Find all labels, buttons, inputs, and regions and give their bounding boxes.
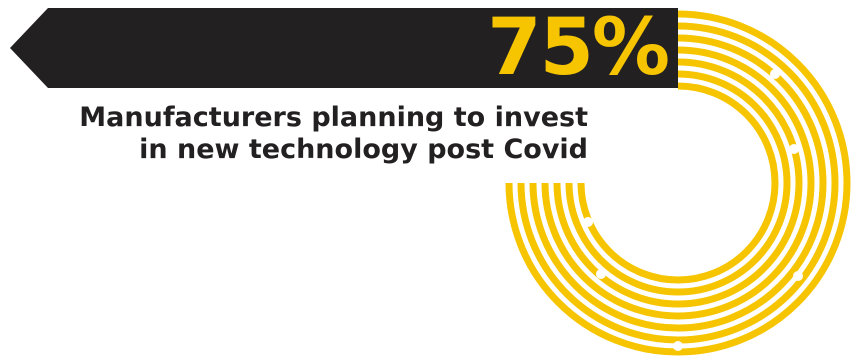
ring-dot (583, 217, 593, 227)
arc-ring-1 (505, 10, 851, 356)
stat-value: 75% (487, 3, 670, 93)
arc-ring-5 (553, 58, 803, 308)
banner-shape (10, 8, 678, 88)
ring-dot (793, 271, 803, 281)
ring-dot (596, 269, 606, 279)
stat-description: Manufacturers planning to invest in new … (0, 102, 588, 166)
ring-dots (583, 69, 803, 351)
ring-dot (770, 69, 780, 79)
arc-ring-4 (541, 46, 815, 320)
arc-ring-6 (565, 70, 791, 296)
arc-ring-2 (517, 22, 839, 344)
ring-dot (673, 341, 683, 351)
stat-description-line-2: in new technology post Covid (139, 134, 588, 165)
ring-dot (789, 144, 799, 154)
arc-ring-7 (577, 82, 779, 284)
stat-description-line-1: Manufacturers planning to invest (79, 102, 588, 133)
